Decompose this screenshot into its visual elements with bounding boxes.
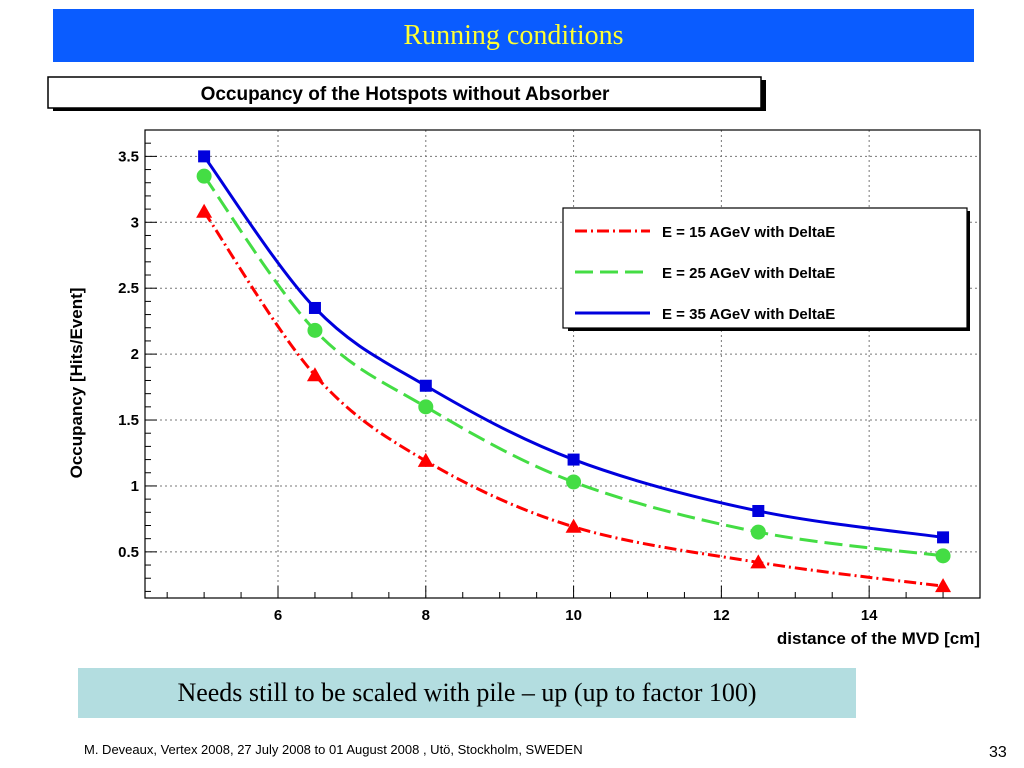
page-number: 33 <box>989 744 1007 761</box>
y-tick-label: 0.5 <box>118 544 139 561</box>
y-tick-label: 3.5 <box>118 148 139 165</box>
data-point-triangle <box>750 554 767 569</box>
y-tick-label: 2.5 <box>118 280 139 297</box>
series-line-2 <box>202 175 944 558</box>
data-point-triangle <box>306 367 323 382</box>
data-point-circle <box>196 168 212 184</box>
x-axis-label: distance of the MVD [cm] <box>777 629 980 648</box>
x-tick-label: 12 <box>713 607 730 624</box>
x-tick-label: 10 <box>565 607 582 624</box>
plot-frame <box>144 129 981 599</box>
legend <box>562 207 968 329</box>
chart-title-box <box>47 76 762 109</box>
ticks: 6 8 10 12 14 0.5 1 1.5 2 2.5 3 3.5 <box>118 142 981 624</box>
markers <box>196 150 952 593</box>
x-tick-label: 8 <box>422 607 430 624</box>
data-point-triangle <box>935 578 952 593</box>
data-point-circle <box>418 399 434 415</box>
data-point-square <box>198 150 211 163</box>
slide-title: Running conditions <box>403 19 624 51</box>
data-point-square <box>752 504 765 517</box>
series-line-1 <box>202 210 944 588</box>
y-tick-label: 2 <box>131 346 139 363</box>
curves <box>202 155 944 588</box>
data-point-triangle <box>196 203 213 218</box>
data-point-square <box>308 301 321 314</box>
chart: Occupancy of the Hotspots without Absorb… <box>0 68 1024 658</box>
x-tick-label: 14 <box>861 607 878 624</box>
note-text: Needs still to be scaled with pile – up … <box>177 678 757 707</box>
x-tick-label: 6 <box>274 607 282 624</box>
footer-text: M. Deveaux, Vertex 2008, 27 July 2008 to… <box>84 742 583 757</box>
data-point-triangle <box>565 518 582 533</box>
data-point-circle <box>566 474 582 490</box>
note-box: Needs still to be scaled with pile – up … <box>78 668 856 718</box>
y-tick-label: 1 <box>131 478 139 495</box>
slide-title-bar: Running conditions <box>53 9 974 62</box>
y-axis-label: Occupancy [Hits/Event] <box>67 288 86 479</box>
data-point-circle <box>307 322 323 338</box>
data-point-circle <box>935 548 951 564</box>
legend-label-1: E = 15 AGeV with DeltaE <box>662 224 835 241</box>
y-tick-label: 1.5 <box>118 412 139 429</box>
y-tick-label: 3 <box>131 214 139 231</box>
data-point-square <box>419 379 432 392</box>
data-point-square <box>567 453 580 466</box>
legend-label-3: E = 35 AGeV with DeltaE <box>662 306 835 323</box>
data-point-triangle <box>417 452 434 467</box>
series-line-3 <box>202 155 944 539</box>
chart-title: Occupancy of the Hotspots without Absorb… <box>201 84 610 105</box>
data-point-square <box>937 531 950 544</box>
legend-entries: E = 15 AGeV with DeltaE E = 25 AGeV with … <box>575 224 835 323</box>
chart-svg: Occupancy of the Hotspots without Absorb… <box>47 76 981 648</box>
legend-label-2: E = 25 AGeV with DeltaE <box>662 265 835 282</box>
data-point-circle <box>750 524 766 540</box>
